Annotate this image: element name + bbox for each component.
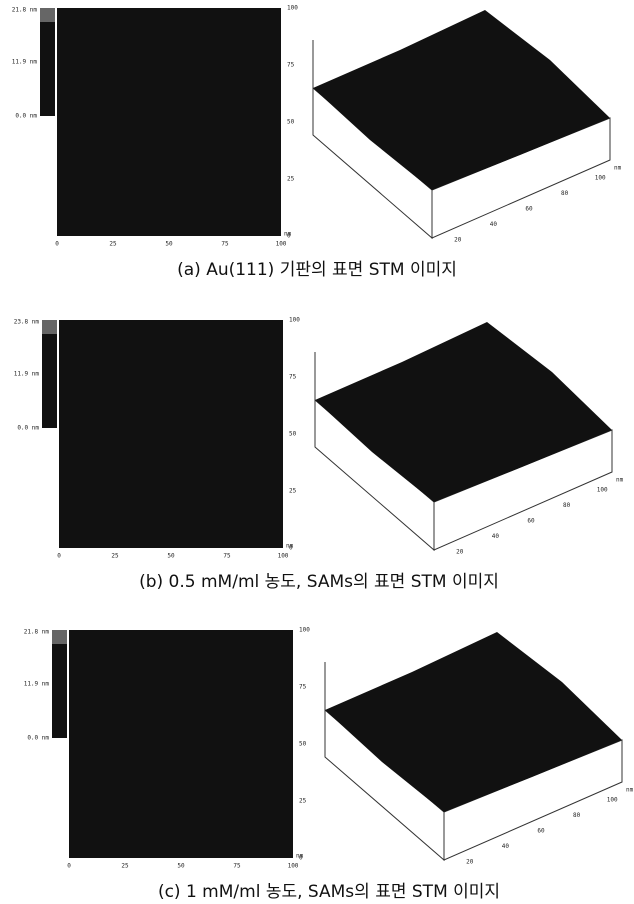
surface-unit: nm bbox=[614, 165, 622, 172]
y-tick-label: 75 bbox=[287, 62, 295, 69]
figure: 21.8 nm 11.9 nm 0.0 nm 0 25 50 75 100 nm 100 75 50 2… bbox=[0, 0, 634, 904]
x-tick-label: 100 bbox=[278, 553, 289, 560]
surface-tick-label: 20 bbox=[456, 549, 464, 556]
colorbar bbox=[40, 8, 55, 116]
y-tick-label: 25 bbox=[299, 798, 307, 805]
colorbar-label: 0.0 nm bbox=[15, 113, 37, 120]
surface-tick-label: 60 bbox=[525, 206, 533, 213]
surface-tick-label: 40 bbox=[502, 843, 510, 850]
colorbar-label: 21.8 nm bbox=[24, 629, 50, 636]
surface-tick-label: 20 bbox=[454, 237, 462, 244]
y-tick-label: 50 bbox=[299, 741, 307, 748]
surface-tick-label: 40 bbox=[490, 221, 498, 228]
colorbar-top bbox=[40, 8, 55, 22]
x-tick-label: 0 bbox=[67, 863, 71, 870]
colorbar-label: 11.9 nm bbox=[12, 59, 38, 66]
surface-tick-label: 80 bbox=[561, 190, 569, 197]
x-tick-label: 75 bbox=[221, 241, 229, 248]
x-tick-label: 0 bbox=[55, 241, 59, 248]
caption: (a) Au(111) 기판의 표면 STM 이미지 bbox=[177, 260, 457, 280]
x-tick-label: 75 bbox=[223, 553, 231, 560]
colorbar bbox=[52, 630, 67, 738]
y-tick-label: 0 bbox=[299, 855, 303, 862]
colorbar-label: 21.8 nm bbox=[12, 7, 38, 14]
stm-image bbox=[69, 630, 293, 858]
surface-tick-label: 100 bbox=[607, 796, 618, 803]
colorbar-label: 0.0 nm bbox=[27, 735, 49, 742]
stm-image bbox=[59, 320, 283, 548]
colorbar-label: 23.8 nm bbox=[14, 319, 40, 326]
y-tick-label: 100 bbox=[299, 627, 310, 634]
surface-tick-label: 40 bbox=[492, 533, 500, 540]
surface-tick-label: 80 bbox=[573, 812, 581, 819]
colorbar-top bbox=[52, 630, 67, 644]
colorbar-top bbox=[42, 320, 57, 334]
y-tick-label: 75 bbox=[289, 374, 297, 381]
surface-unit: nm bbox=[616, 477, 624, 484]
y-tick-label: 50 bbox=[287, 119, 295, 126]
x-tick-label: 50 bbox=[167, 553, 175, 560]
x-tick-label: 100 bbox=[276, 241, 287, 248]
surface-tick-label: 20 bbox=[466, 859, 474, 866]
colorbar-label: 11.9 nm bbox=[24, 681, 50, 688]
y-tick-label: 25 bbox=[289, 488, 297, 495]
y-tick-label: 0 bbox=[287, 233, 291, 240]
x-tick-label: 100 bbox=[288, 863, 299, 870]
y-tick-label: 25 bbox=[287, 176, 295, 183]
y-tick-label: 75 bbox=[299, 684, 307, 691]
surface-tick-label: 100 bbox=[595, 174, 606, 181]
y-tick-label: 100 bbox=[289, 317, 300, 324]
stm-image bbox=[57, 8, 281, 236]
y-tick-label: 50 bbox=[289, 431, 297, 438]
x-tick-label: 0 bbox=[57, 553, 61, 560]
x-tick-label: 50 bbox=[165, 241, 173, 248]
colorbar-label: 11.9 nm bbox=[14, 371, 40, 378]
surface-tick-label: 60 bbox=[527, 518, 535, 525]
x-tick-label: 50 bbox=[177, 863, 185, 870]
surface-tick-label: 100 bbox=[597, 486, 608, 493]
surface-tick-label: 80 bbox=[563, 502, 571, 509]
colorbar-label: 0.0 nm bbox=[17, 425, 39, 432]
x-tick-label: 75 bbox=[233, 863, 241, 870]
y-tick-label: 0 bbox=[289, 545, 293, 552]
caption: (c) 1 mM/ml 농도, SAMs의 표면 STM 이미지 bbox=[158, 882, 500, 902]
surface-unit: nm bbox=[626, 787, 634, 794]
caption: (b) 0.5 mM/ml 농도, SAMs의 표면 STM 이미지 bbox=[139, 572, 499, 592]
colorbar bbox=[42, 320, 57, 428]
x-tick-label: 25 bbox=[111, 553, 119, 560]
surface-tick-label: 60 bbox=[537, 828, 545, 835]
x-tick-label: 25 bbox=[121, 863, 129, 870]
x-tick-label: 25 bbox=[109, 241, 117, 248]
y-tick-label: 100 bbox=[287, 5, 298, 12]
